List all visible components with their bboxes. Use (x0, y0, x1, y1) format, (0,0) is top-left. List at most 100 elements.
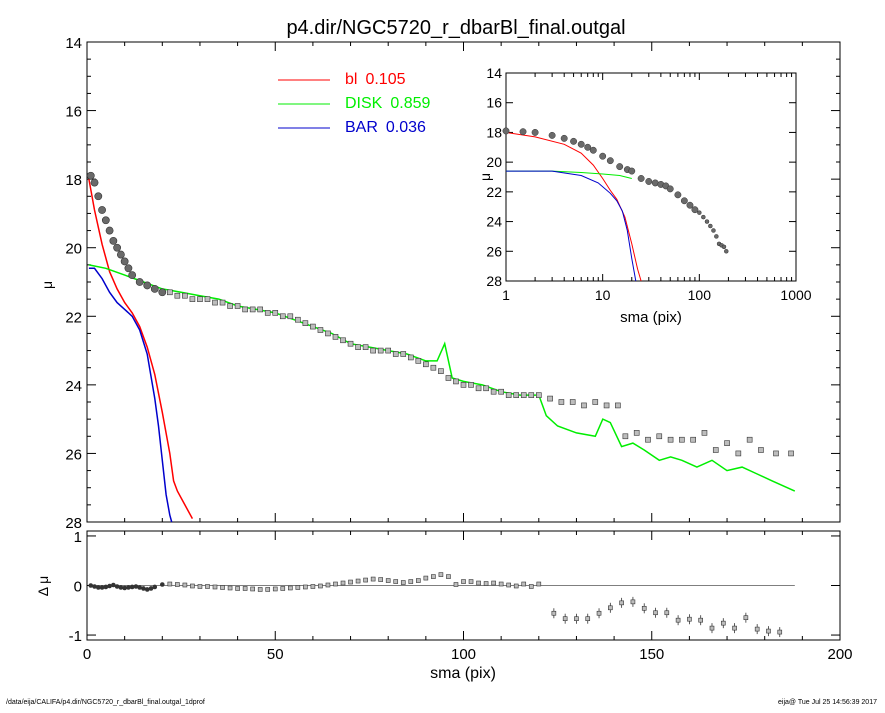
residual-data-point (370, 576, 376, 582)
main-data-point (347, 340, 354, 347)
residual-data-point (92, 584, 97, 589)
main-series-line-bar (88, 267, 173, 523)
main-data-point (679, 436, 685, 443)
x-tick-label: 0 (83, 646, 91, 663)
main-data-point (302, 320, 309, 326)
inset-x-tick-label: 100 (688, 287, 712, 303)
inset-data-point (691, 206, 699, 214)
inset-data-point (711, 228, 716, 233)
residual-data-point (720, 620, 726, 626)
main-data-point (295, 316, 301, 323)
inset-data-point (697, 210, 702, 215)
residual-data-point (393, 579, 399, 584)
residual-data-point (103, 584, 109, 590)
main-data-point (701, 430, 708, 436)
inset-data-point (599, 152, 607, 160)
residual-data-point (698, 617, 703, 623)
footer-file-path: /data/eija/CALIFA/p4.dir/NGC5720_r_dbarB… (6, 699, 205, 706)
residual-data-point (709, 625, 715, 631)
residual-data-point (333, 581, 338, 587)
main-data-point (98, 206, 106, 214)
main-data-point (535, 392, 542, 398)
residual-data-point (653, 610, 658, 616)
residual-data-point (257, 587, 263, 592)
main-data-point (94, 192, 103, 201)
residual-data-points (88, 572, 783, 638)
main-data-point (438, 368, 444, 374)
residual-data-point (732, 625, 737, 631)
main-data-point (340, 337, 346, 344)
main-y-tick-label: 24 (65, 378, 82, 395)
main-data-point (423, 361, 429, 368)
residual-data-point (431, 574, 436, 579)
main-data-points (86, 171, 794, 457)
main-data-point (109, 236, 118, 245)
main-data-point (735, 450, 742, 457)
main-data-point (113, 243, 122, 252)
main-data-point (182, 292, 188, 299)
residual-data-point (250, 586, 255, 592)
inset-data-point (714, 234, 719, 239)
main-data-point (234, 303, 241, 309)
inset-y-tick-label: 28 (486, 273, 502, 289)
main-data-point (135, 278, 144, 286)
residual-data-point (280, 586, 286, 591)
residual-data-point (743, 615, 749, 621)
residual-data-point (400, 580, 406, 585)
residual-data-point (551, 610, 557, 616)
residual-data-point (310, 584, 316, 589)
inset-data-point (519, 128, 527, 136)
residual-data-point (141, 586, 146, 591)
residual-data-point (574, 616, 579, 621)
main-data-point (257, 306, 263, 313)
main-data-point (86, 171, 95, 180)
residual-data-point (118, 585, 124, 590)
residual-data-point (340, 580, 346, 586)
residual-data-point (355, 578, 361, 584)
residual-axis-ticks: 10-10 50 100 150 200 (69, 529, 853, 663)
residual-data-point (630, 599, 636, 605)
inset-data-point (666, 185, 674, 193)
residual-data-point (476, 580, 481, 586)
inset-y-tick-label: 26 (486, 243, 502, 259)
main-plot: 14 16 18 20 22 24 26 28 μ (39, 35, 841, 532)
inset-series-line-bar (506, 170, 637, 282)
residual-data-point (641, 605, 647, 611)
residual-data-point (137, 585, 143, 590)
residual-y-tick-label: -1 (69, 628, 82, 645)
main-data-point (197, 296, 203, 302)
residual-data-point (596, 610, 602, 616)
main-data-point (400, 351, 407, 357)
main-data-point (317, 327, 324, 333)
main-data-point (264, 310, 271, 316)
main-data-point (189, 296, 196, 302)
legend-label-bl: bl 0.105 (345, 71, 406, 88)
residual-data-point (265, 587, 271, 592)
main-data-point (547, 395, 553, 402)
main-data-point (622, 433, 629, 440)
residual-data-point (152, 584, 158, 590)
main-data-point (468, 382, 474, 388)
main-y-tick-label: 14 (65, 35, 82, 52)
main-data-point (362, 344, 369, 350)
residual-data-point (423, 575, 429, 581)
residual-data-point (446, 574, 451, 579)
inset-data-point (570, 137, 578, 145)
residual-data-point (295, 585, 301, 590)
residual-data-point (687, 616, 692, 622)
main-data-point (219, 299, 226, 306)
residual-plot: 10-10 50 100 150 200 Δ μ sma (pix) (35, 529, 853, 682)
main-data-point (592, 399, 599, 405)
inset-data-point (628, 167, 636, 175)
inset-data-point (704, 219, 710, 224)
inset-data-point (584, 143, 592, 151)
residual-data-point (318, 583, 323, 589)
residual-data-point (182, 582, 188, 588)
residual-data-point (416, 578, 421, 583)
main-data-point (603, 402, 610, 409)
residual-data-point (175, 582, 180, 587)
main-data-point (101, 216, 110, 225)
main-data-point (415, 358, 422, 364)
residual-data-point (99, 585, 105, 590)
